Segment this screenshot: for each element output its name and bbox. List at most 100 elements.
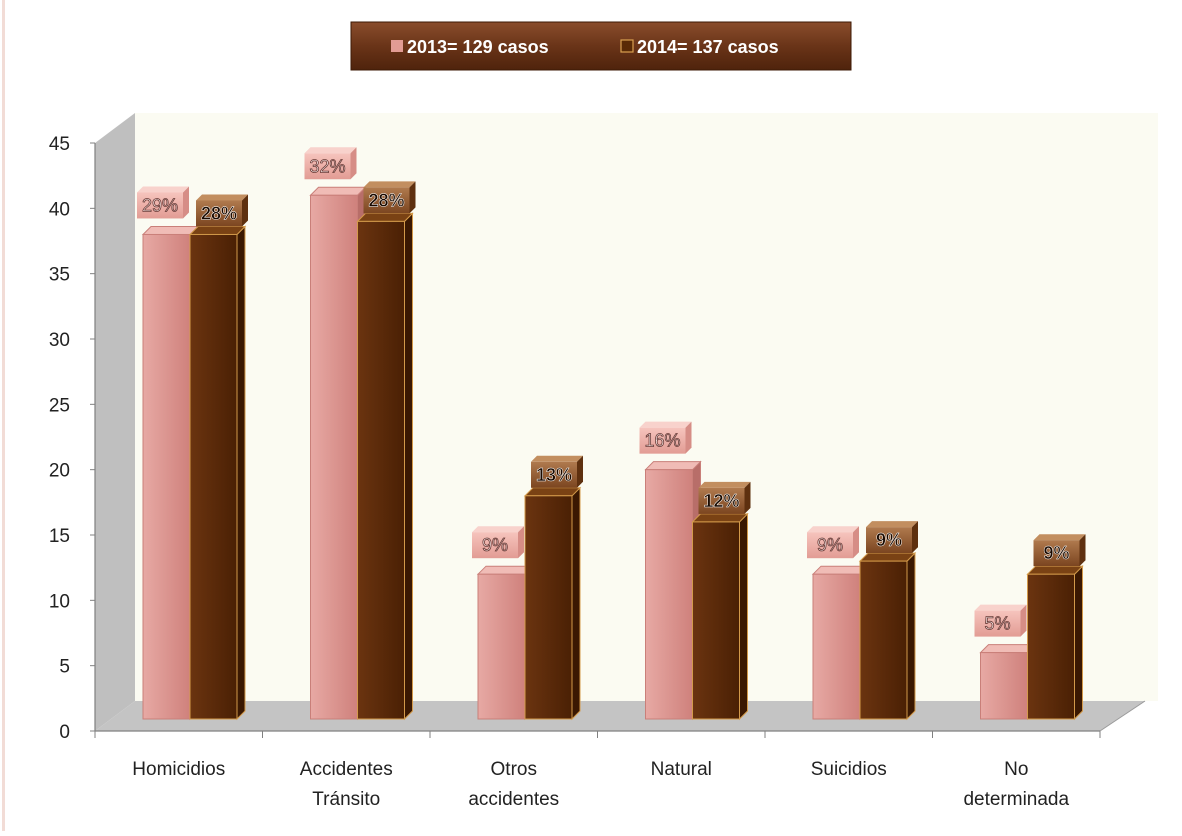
data-label-box [304, 153, 351, 180]
legend-box [350, 21, 852, 71]
data-label-text: 9% [876, 530, 902, 550]
data-label-box [363, 187, 410, 214]
bar-front [524, 495, 573, 720]
y-tick-label: 35 [49, 265, 70, 286]
bar-top [644, 461, 702, 471]
bar-2014 [523, 486, 582, 721]
bar-front [477, 573, 526, 720]
data-label-2013: 5% [974, 604, 1027, 637]
data-label-top [531, 455, 583, 462]
bar-top [691, 513, 749, 523]
data-label-box [1033, 540, 1080, 567]
bar-front [980, 652, 1028, 720]
data-label-side [409, 181, 416, 214]
legend: 2013= 129 casos 2014= 137 casos [350, 21, 852, 71]
x-category-label: Homicidios [132, 759, 225, 780]
data-label-side [518, 526, 524, 559]
bar-top [858, 552, 917, 562]
data-label-text: 28% [201, 203, 237, 223]
y-tick-label: 40 [49, 199, 70, 220]
data-label-box [698, 487, 745, 514]
data-label-2013: 29% [137, 186, 189, 219]
data-label-top [196, 194, 248, 201]
bar-top [309, 186, 367, 196]
data-label-top [137, 186, 189, 193]
bar-front [142, 233, 191, 720]
bar-front [645, 469, 693, 720]
bar-top [356, 212, 414, 222]
bar-side [739, 512, 748, 721]
bar-top [188, 225, 247, 235]
data-label-top [472, 526, 524, 533]
data-label-2014: 28% [363, 181, 416, 214]
bar-top [1026, 565, 1084, 575]
data-label-box [196, 200, 242, 227]
bar-side [571, 486, 581, 721]
data-label-2013: 9% [472, 526, 524, 559]
data-label-text: 12% [703, 491, 739, 511]
data-label-text: 9% [482, 535, 508, 555]
page-border [2, 0, 5, 831]
data-label-2014: 9% [1033, 534, 1086, 567]
data-label-2013: 16% [639, 421, 692, 454]
data-label-top [639, 421, 692, 428]
data-label-text: 29% [142, 195, 178, 215]
bar-front [859, 560, 908, 720]
y-tick-label: 5 [59, 657, 70, 678]
data-label-2014: 9% [866, 521, 918, 554]
data-label-side [242, 194, 248, 227]
bar-front [1027, 573, 1075, 720]
data-label-text: 28% [368, 190, 404, 210]
legend-label-2013: 2013= 129 casos [407, 37, 549, 57]
data-label-side [744, 481, 751, 514]
data-label-top [1033, 534, 1086, 541]
bar-2014 [691, 512, 749, 721]
y-tick-label: 0 [59, 722, 70, 743]
bar-side [404, 212, 413, 721]
data-label-side [912, 521, 918, 554]
y-tick-label: 45 [49, 134, 70, 155]
data-label-box [807, 532, 853, 559]
data-label-side [685, 421, 692, 454]
data-label-text: 9% [817, 535, 843, 555]
bar-side [906, 551, 916, 721]
data-label-side [183, 186, 189, 219]
data-label-top [807, 526, 859, 533]
data-label-side [350, 147, 357, 180]
bar-front [310, 194, 358, 720]
legend-marker-2014 [620, 39, 634, 53]
data-label-text: 9% [1043, 543, 1069, 563]
data-label-side [1079, 534, 1086, 567]
x-category-label: Accidentes Tránsito [300, 759, 393, 810]
data-label-top [698, 481, 751, 488]
data-label-side [853, 526, 859, 559]
bar-front [812, 573, 861, 720]
y-tick-label: 15 [49, 526, 70, 547]
side-wall [95, 113, 135, 731]
data-label-box [974, 610, 1021, 637]
data-label-2014: 12% [698, 481, 751, 514]
legend-label-2014: 2014= 137 casos [637, 37, 779, 57]
y-tick-label: 30 [49, 330, 70, 351]
legend-marker-2013 [391, 40, 403, 52]
bar-top [141, 225, 200, 235]
data-label-2013: 32% [304, 147, 357, 180]
data-label-top [363, 181, 416, 188]
data-label-side [1020, 604, 1027, 637]
x-category-label: Suicidios [811, 759, 887, 780]
bar-2014 [858, 551, 917, 721]
data-label-text: 5% [984, 614, 1010, 634]
y-tick-label: 10 [49, 591, 70, 612]
data-label-top [866, 521, 918, 528]
bar-2014 [188, 225, 247, 721]
floor-edge [1099, 700, 1146, 732]
y-tick-label: 20 [49, 461, 70, 482]
bar-side [236, 225, 246, 721]
data-label-box [472, 532, 518, 559]
y-tick-label: 25 [49, 395, 70, 416]
data-label-box [137, 192, 183, 219]
data-label-side [577, 455, 583, 488]
bar-side [1074, 564, 1083, 721]
